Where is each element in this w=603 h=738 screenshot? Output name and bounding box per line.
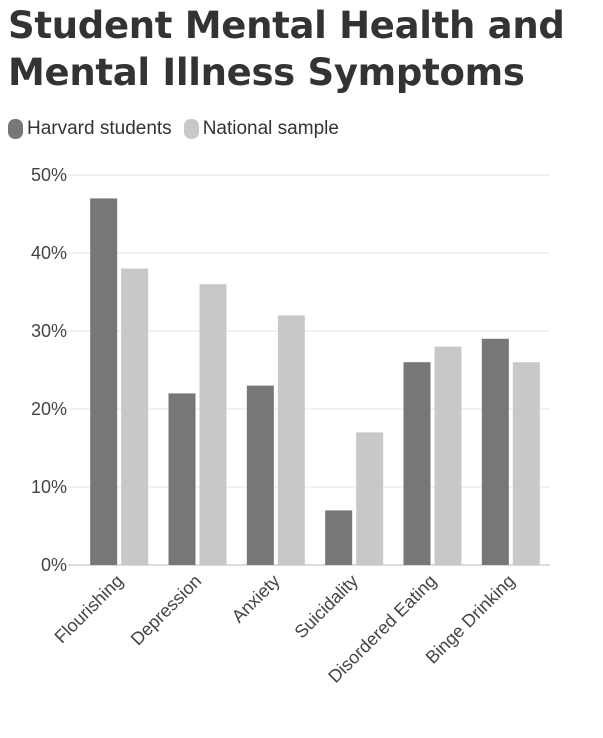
y-tick-label: 0% [41, 555, 67, 575]
bar-harvard [246, 385, 274, 565]
bar-national [356, 432, 384, 565]
bar-national [121, 268, 149, 565]
bar-harvard [403, 362, 431, 565]
bar-national [277, 315, 305, 565]
bar-harvard [481, 338, 509, 565]
legend-label-harvard: Harvard students [27, 118, 172, 139]
x-tick-label: Depression [127, 571, 206, 650]
legend-swatch-harvard [8, 119, 23, 139]
legend-label-national: National sample [202, 118, 339, 139]
x-tick-label: Suicidality [291, 571, 362, 642]
x-tick-label: Flourishing [51, 571, 127, 647]
bar-harvard [168, 393, 196, 565]
y-tick-label: 40% [31, 243, 67, 263]
y-tick-label: 30% [31, 321, 67, 341]
legend-swatch-national [183, 119, 199, 139]
bar-harvard [325, 510, 353, 565]
bar-national [199, 284, 227, 565]
legend-item-harvard: Harvard students [8, 118, 172, 140]
bar-national [434, 346, 462, 565]
bar-harvard [90, 198, 118, 565]
x-tick-label: Anxiety [228, 571, 284, 627]
legend-item-national: National sample [183, 118, 339, 140]
chart-legend: Harvard students National sample [8, 118, 351, 140]
chart-title: Student Mental Health and Mental Illness… [8, 4, 565, 94]
y-tick-label: 20% [31, 399, 67, 419]
bar-national [512, 362, 540, 565]
y-tick-label: 10% [31, 477, 67, 497]
y-tick-label: 50% [31, 165, 67, 185]
